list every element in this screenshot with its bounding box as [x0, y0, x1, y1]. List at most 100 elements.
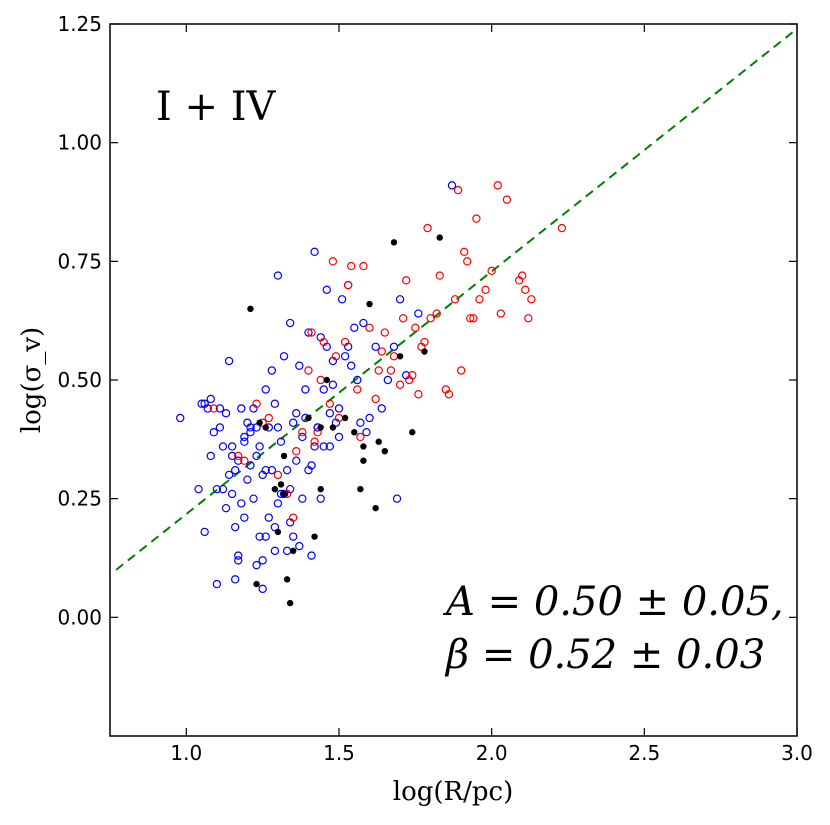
x-tick-label: 1.0: [170, 741, 202, 765]
data-point-black-filled: [409, 429, 416, 436]
data-point-blue-open: [270, 546, 280, 556]
data-point-black-filled: [341, 414, 349, 422]
data-point-red-open: [502, 195, 512, 204]
data-point-black-filled: [247, 305, 254, 312]
data-point-blue-open: [447, 181, 457, 190]
data-point-blue-open: [295, 361, 304, 370]
data-point-red-open: [307, 328, 316, 337]
data-point-blue-open: [270, 399, 280, 408]
data-point-black-filled: [329, 424, 337, 431]
data-point-black-filled: [256, 419, 263, 426]
data-point-red-open: [435, 271, 444, 280]
data-point-blue-open: [359, 318, 368, 328]
data-point-black-filled: [274, 528, 282, 536]
data-point-blue-open: [203, 404, 212, 413]
data-point-red-open: [521, 285, 530, 295]
data-point-blue-open: [298, 432, 307, 442]
data-point-red-open: [240, 456, 249, 465]
data-point-blue-open: [353, 375, 362, 385]
data-point-red-open: [298, 428, 307, 437]
data-point-blue-open: [227, 451, 237, 461]
data-point-red-open: [459, 247, 469, 257]
data-point-blue-open: [334, 404, 344, 413]
data-point-black-filled: [421, 348, 428, 355]
data-point-black-filled: [280, 490, 288, 498]
data-point-blue-open: [289, 418, 298, 427]
data-point-blue-open: [279, 489, 289, 499]
data-point-blue-open: [206, 451, 215, 461]
data-point-blue-open: [258, 584, 267, 594]
data-point-blue-open: [197, 399, 206, 408]
data-point-red-open: [444, 390, 454, 399]
data-point-black-filled: [375, 438, 382, 445]
data-point-blue-open: [322, 285, 331, 295]
data-point-blue-open: [255, 532, 264, 541]
data-point-blue-open: [209, 428, 219, 437]
data-point-red-open: [398, 314, 408, 323]
data-point-black-filled: [360, 443, 367, 450]
data-point-blue-open: [243, 475, 252, 484]
data-point-red-open: [292, 447, 301, 456]
data-point-red-open: [450, 295, 460, 304]
data-point-blue-open: [261, 532, 270, 541]
data-point-black-filled: [305, 414, 312, 422]
x-axis-label: log(R/pc): [393, 777, 513, 807]
data-point-blue-open: [307, 461, 316, 470]
data-point-red-open: [353, 385, 362, 394]
data-point-blue-open: [246, 461, 255, 470]
data-point-blue-open: [230, 465, 240, 475]
data-point-red-open: [469, 314, 478, 323]
data-point-blue-open: [414, 309, 423, 318]
data-point-red-open: [264, 413, 273, 423]
data-point-black-filled: [286, 599, 294, 607]
data-point-blue-open: [237, 404, 246, 413]
data-point-blue-open: [337, 295, 347, 304]
data-point-blue-open: [194, 484, 203, 494]
data-point-blue-open: [273, 423, 283, 432]
data-point-red-open: [411, 323, 420, 332]
data-point-blue-open: [276, 437, 286, 446]
data-point-red-open: [209, 404, 219, 413]
data-point-blue-open: [301, 385, 310, 394]
data-point-red-open: [487, 266, 496, 276]
data-point-blue-open: [356, 418, 365, 427]
data-point-red-open: [328, 257, 338, 266]
data-point-blue-open: [215, 404, 225, 413]
data-point-blue-open: [227, 442, 237, 451]
data-point-blue-open: [392, 494, 402, 503]
data-point-blue-open: [227, 489, 237, 499]
data-point-blue-open: [279, 352, 289, 361]
data-point-black-filled: [262, 424, 269, 431]
data-point-blue-open: [319, 442, 328, 451]
data-point-red-open: [289, 513, 298, 522]
fit-layer: [115, 27, 798, 571]
x-tick-label: 3.0: [781, 741, 813, 765]
data-point-red-open: [423, 223, 432, 233]
data-point-red-open: [374, 366, 383, 375]
data-point-red-open: [356, 432, 365, 442]
data-point-black-filled: [311, 533, 318, 540]
data-point-blue-open: [218, 442, 228, 451]
data-point-blue-open: [261, 465, 270, 475]
data-point-blue-open: [273, 271, 283, 280]
data-point-blue-open: [389, 342, 399, 351]
data-point-red-open: [518, 271, 527, 280]
data-point-black-filled: [390, 239, 398, 246]
data-point-blue-open: [240, 432, 249, 442]
y-tick-label: 1.25: [57, 12, 102, 36]
data-point-blue-open: [325, 409, 335, 418]
data-point-blue-open: [310, 442, 319, 451]
data-point-blue-open: [307, 551, 316, 560]
data-point-blue-open: [206, 394, 215, 404]
data-point-black-filled: [323, 376, 330, 384]
data-point-black-filled: [280, 452, 288, 460]
data-point-blue-open: [267, 366, 277, 375]
data-point-red-open: [456, 366, 466, 375]
data-point-black-filled: [366, 300, 373, 308]
data-point-blue-open: [237, 499, 246, 508]
data-point-red-open: [371, 394, 380, 404]
data-point-blue-open: [252, 451, 261, 461]
data-point-blue-open: [267, 465, 277, 475]
data-point-blue-open: [252, 560, 261, 570]
